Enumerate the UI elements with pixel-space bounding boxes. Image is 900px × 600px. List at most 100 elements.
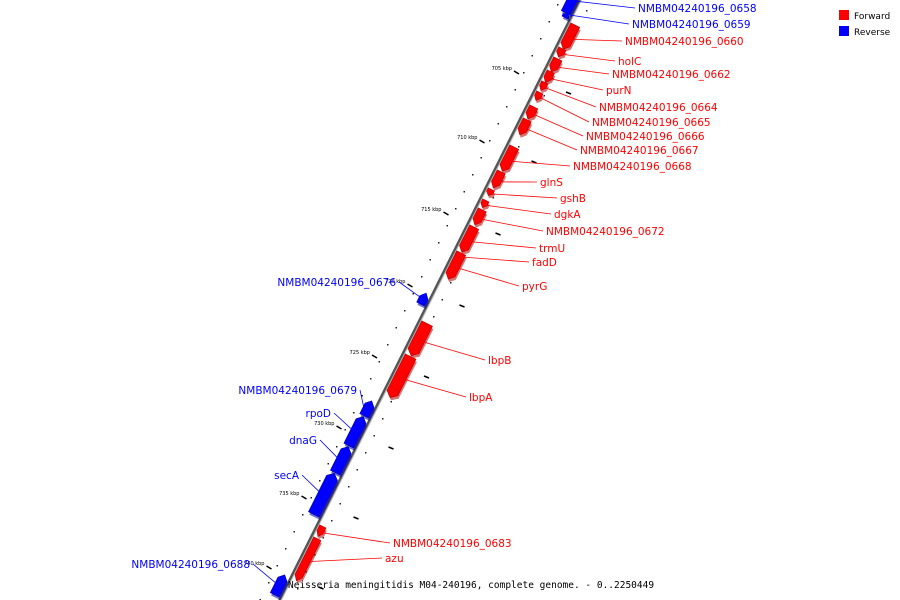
gene-feature[interactable] [386, 353, 417, 398]
major-tick-mark-inner [565, 91, 572, 95]
gene-feature[interactable] [534, 90, 544, 101]
gene-label[interactable]: trmU [539, 243, 565, 255]
major-tick-mark [443, 211, 449, 216]
gene-label[interactable]: NMBM04240196_0664 [599, 102, 718, 114]
gene-label[interactable]: purN [606, 85, 632, 97]
gene-feature[interactable] [539, 80, 549, 91]
gene-feature[interactable] [556, 46, 567, 58]
minor-dot-outer [540, 38, 542, 40]
minor-dot-outer [268, 582, 270, 584]
gene-label-connector [319, 439, 338, 458]
gene-label[interactable]: lbpB [488, 355, 511, 367]
gene-feature[interactable] [359, 400, 375, 419]
gene-feature[interactable] [269, 574, 288, 598]
gene-label-connector [566, 0, 636, 9]
gene-feature[interactable] [416, 292, 429, 307]
minor-dot-inner [586, 10, 588, 12]
gene-label-connector [333, 412, 352, 429]
gene-feature[interactable] [329, 446, 352, 476]
gene-label[interactable]: holC [618, 56, 641, 68]
gene-feature[interactable] [499, 144, 520, 172]
gene-feature[interactable] [472, 207, 487, 226]
gene-label[interactable]: NMBM04240196_0665 [592, 117, 711, 129]
gene-label[interactable]: NMBM04240196_0667 [580, 145, 699, 157]
minor-dot-inner [373, 435, 375, 437]
gene-feature[interactable] [316, 524, 327, 537]
gene-feature[interactable] [480, 198, 490, 208]
genome-backbone [278, 0, 582, 600]
gene-label[interactable]: azu [385, 553, 404, 565]
minor-dot-outer [412, 293, 414, 295]
gene-label[interactable]: fadD [532, 257, 557, 269]
gene-label[interactable]: NMBM04240196_0676 [277, 277, 396, 289]
gene-label[interactable]: NMBM04240196_0683 [393, 538, 512, 550]
gene-feature[interactable] [525, 104, 539, 120]
minor-dot-outer [370, 378, 372, 380]
minor-dot-outer [276, 565, 278, 567]
gene-label-connector [323, 532, 391, 544]
major-tick-mark-inner [388, 446, 394, 450]
gene-feature[interactable] [445, 250, 467, 280]
gene-label[interactable]: NMBM04240196_0668 [573, 161, 692, 173]
minor-dot-inner [356, 469, 358, 471]
gene-label-connector [512, 161, 571, 167]
gene-label[interactable]: rpoD [306, 408, 332, 420]
gene-feature[interactable] [407, 320, 433, 356]
gene-label[interactable]: lbpA [469, 392, 493, 404]
gene-label[interactable]: NMBM04240196_0672 [546, 226, 665, 238]
major-tick-mark-inner [353, 516, 359, 520]
minor-dot-outer [548, 21, 550, 23]
gene-label[interactable]: glnS [540, 177, 563, 189]
gene-feature[interactable] [308, 473, 338, 518]
minor-dot-outer [557, 4, 559, 6]
gene-feature[interactable] [486, 187, 495, 196]
gene-feature[interactable] [343, 416, 367, 449]
gene-label[interactable]: dgkA [554, 209, 581, 221]
major-tick-mark-inner [495, 232, 501, 236]
minor-dot-outer [336, 446, 338, 448]
minor-dot-outer [463, 191, 465, 193]
minor-dot-outer [446, 225, 448, 227]
gene-label[interactable]: NMBM04240196_0666 [586, 131, 705, 143]
gene-label[interactable]: NMBM04240196_0662 [612, 69, 731, 81]
gene-label[interactable]: dnaG [289, 435, 317, 447]
genome-caption: Neisseria meningitidis M04-240196, compl… [288, 580, 654, 591]
gene-feature[interactable] [459, 224, 480, 253]
minor-dot-inner [322, 537, 324, 539]
gene-label-connector [562, 13, 630, 25]
minor-dot-outer [480, 157, 482, 159]
gene-feature[interactable] [294, 536, 322, 582]
legend-reverse-swatch [839, 26, 849, 36]
gene-label[interactable]: NMBM04240196_0688 [131, 559, 250, 571]
minor-dot-outer [404, 310, 406, 312]
gene-label[interactable]: gshB [560, 193, 586, 205]
gene-label-connector [461, 256, 530, 263]
gene-label[interactable]: NMBM04240196_0679 [238, 385, 357, 397]
gene-labels: NMBM04240196_0658 NMBM04240196_0659 NMBM04… [131, 0, 757, 583]
minor-dot-outer [378, 361, 380, 363]
major-tick-mark [407, 283, 413, 288]
major-tick-mark-inner [423, 375, 430, 379]
gene-label[interactable]: pyrG [522, 281, 547, 293]
gene-feature[interactable] [543, 69, 555, 84]
gene-feature[interactable] [517, 117, 532, 136]
tick-label: 705 kbp [492, 66, 512, 72]
gene-feature[interactable] [491, 169, 506, 189]
minor-dot-outer [497, 123, 499, 125]
minor-dot-inner [518, 146, 520, 148]
gene-feature[interactable] [560, 22, 581, 50]
minor-dot-inner [365, 452, 367, 454]
minor-dot-inner [492, 197, 494, 199]
gene-label[interactable]: secA [274, 470, 300, 482]
minor-dot-outer [395, 327, 397, 329]
gene-label[interactable]: NMBM04240196_0660 [625, 36, 744, 48]
gene-label[interactable]: NMBM04240196_0658 [638, 3, 757, 15]
minor-dot-inner [450, 282, 452, 284]
gene-feature[interactable] [549, 56, 563, 73]
minor-dot-outer [293, 531, 295, 533]
tick-label: 725 kbp [350, 350, 370, 356]
gene-label-connector [482, 219, 544, 232]
gene-label-connector [540, 97, 590, 123]
gene-label[interactable]: NMBM04240196_0659 [632, 19, 751, 31]
